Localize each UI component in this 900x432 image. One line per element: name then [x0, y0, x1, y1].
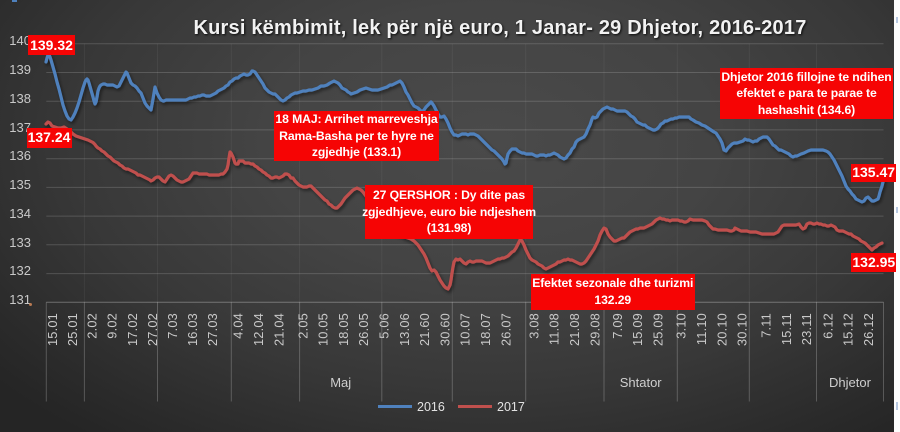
svg-text:25.01: 25.01 [65, 313, 80, 346]
svg-text:15.01: 15.01 [45, 313, 60, 346]
svg-text:15.09: 15.09 [630, 313, 645, 346]
svg-text:29.08: 29.08 [587, 313, 602, 346]
svg-text:10.07: 10.07 [458, 313, 473, 346]
svg-text:6.12: 6.12 [820, 313, 835, 339]
svg-text:21.04: 21.04 [271, 313, 286, 346]
svg-text:12.04: 12.04 [251, 313, 266, 346]
svg-text:7.03: 7.03 [165, 313, 180, 339]
svg-text:26.07: 26.07 [498, 313, 513, 346]
svg-text:9.02: 9.02 [105, 313, 120, 339]
svg-text:10.05: 10.05 [316, 313, 331, 346]
svg-text:13.06: 13.06 [397, 313, 412, 346]
svg-text:2.05: 2.05 [295, 313, 310, 339]
svg-text:3.10: 3.10 [674, 313, 689, 339]
svg-text:2.02: 2.02 [85, 313, 100, 339]
svg-text:20.10: 20.10 [714, 313, 729, 346]
svg-text:21.08: 21.08 [567, 313, 582, 346]
svg-text:26.05: 26.05 [356, 313, 371, 346]
svg-text:26.12: 26.12 [861, 313, 876, 346]
svg-text:11.08: 11.08 [547, 313, 562, 345]
svg-text:27.02: 27.02 [145, 313, 160, 346]
svg-text:17.02: 17.02 [125, 313, 140, 346]
svg-text:15.12: 15.12 [841, 313, 856, 346]
svg-text:5.06: 5.06 [376, 313, 391, 339]
svg-text:4.04: 4.04 [231, 313, 246, 339]
svg-text:11.10: 11.10 [694, 313, 709, 345]
svg-text:30.10: 30.10 [735, 313, 750, 346]
svg-text:27.03: 27.03 [205, 313, 220, 346]
svg-text:21.60: 21.60 [417, 313, 432, 346]
svg-text:3.08: 3.08 [526, 313, 541, 339]
svg-text:18.07: 18.07 [478, 313, 493, 346]
svg-text:23.11: 23.11 [799, 313, 814, 345]
svg-text:18.05: 18.05 [336, 313, 351, 346]
svg-text:25.09: 25.09 [650, 313, 665, 346]
svg-text:30.60: 30.60 [437, 313, 452, 346]
svg-text:16.03: 16.03 [185, 313, 200, 346]
svg-text:15.11: 15.11 [779, 313, 794, 345]
svg-text:7.09: 7.09 [610, 313, 625, 339]
svg-text:7.11: 7.11 [759, 313, 774, 338]
